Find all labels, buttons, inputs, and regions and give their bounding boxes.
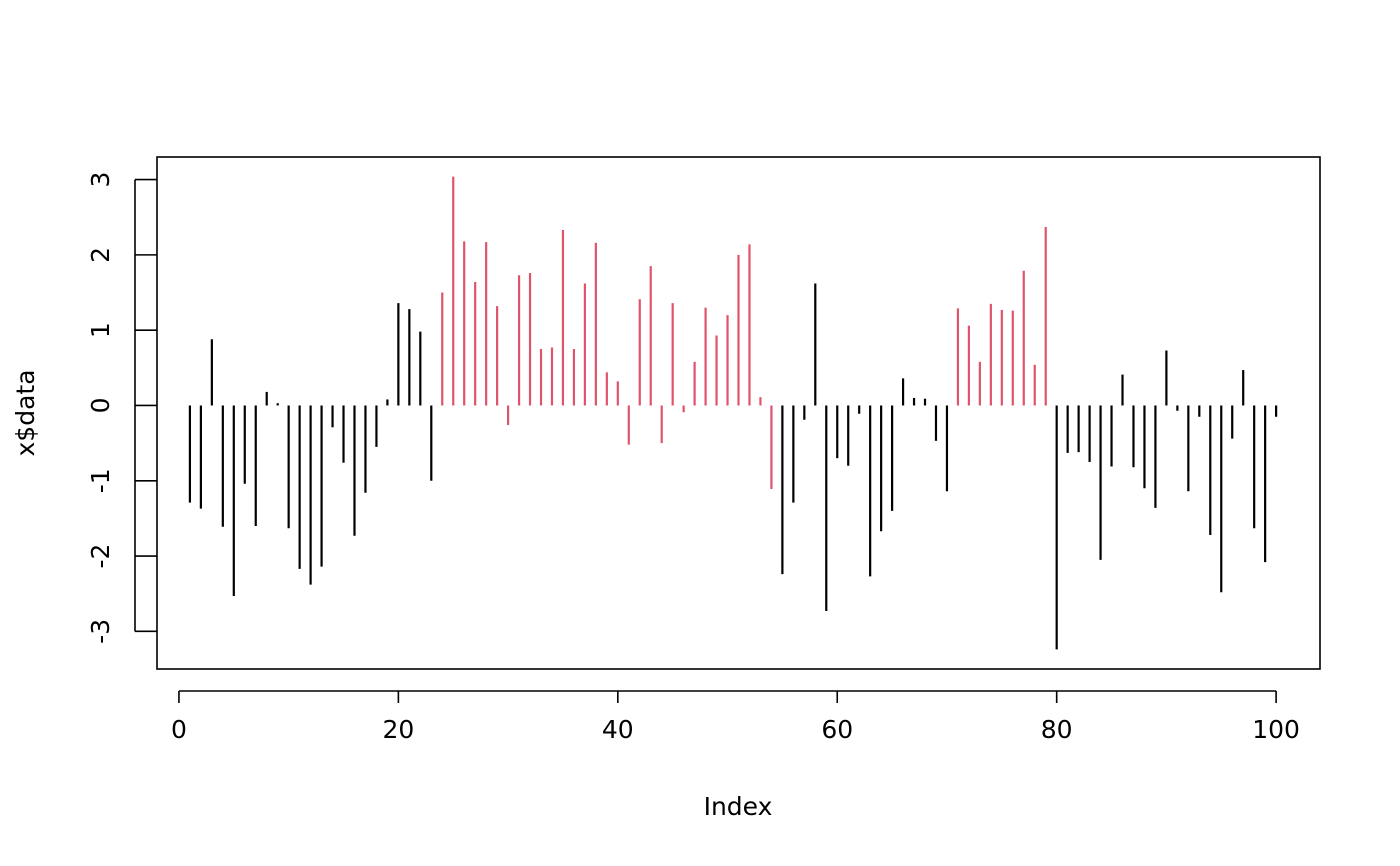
y-axis: -3 -2 -1 0 1 2 3 — [86, 172, 157, 644]
x-tick-label: 0 — [171, 715, 187, 744]
x-tick-label: 100 — [1252, 715, 1300, 744]
y-tick-label: 2 — [86, 247, 115, 263]
x-tick-label: 20 — [382, 715, 414, 744]
x-tick-label: 80 — [1041, 715, 1073, 744]
y-tick-label: -2 — [86, 544, 115, 569]
plot-frame — [156, 156, 1321, 670]
y-tick-label: 3 — [86, 172, 115, 188]
x-tick-label: 40 — [602, 715, 634, 744]
bars-group — [188, 176, 1278, 650]
x-axis-title: Index — [704, 792, 773, 821]
y-axis-title: x$data — [11, 369, 40, 456]
y-tick-label: -3 — [86, 619, 115, 644]
y-tick-label: 1 — [86, 322, 115, 338]
y-tick-label: 0 — [86, 398, 115, 414]
x-tick-label: 60 — [821, 715, 853, 744]
x-axis: 0 20 40 60 80 100 — [171, 690, 1300, 744]
y-tick-label: -1 — [86, 468, 115, 493]
